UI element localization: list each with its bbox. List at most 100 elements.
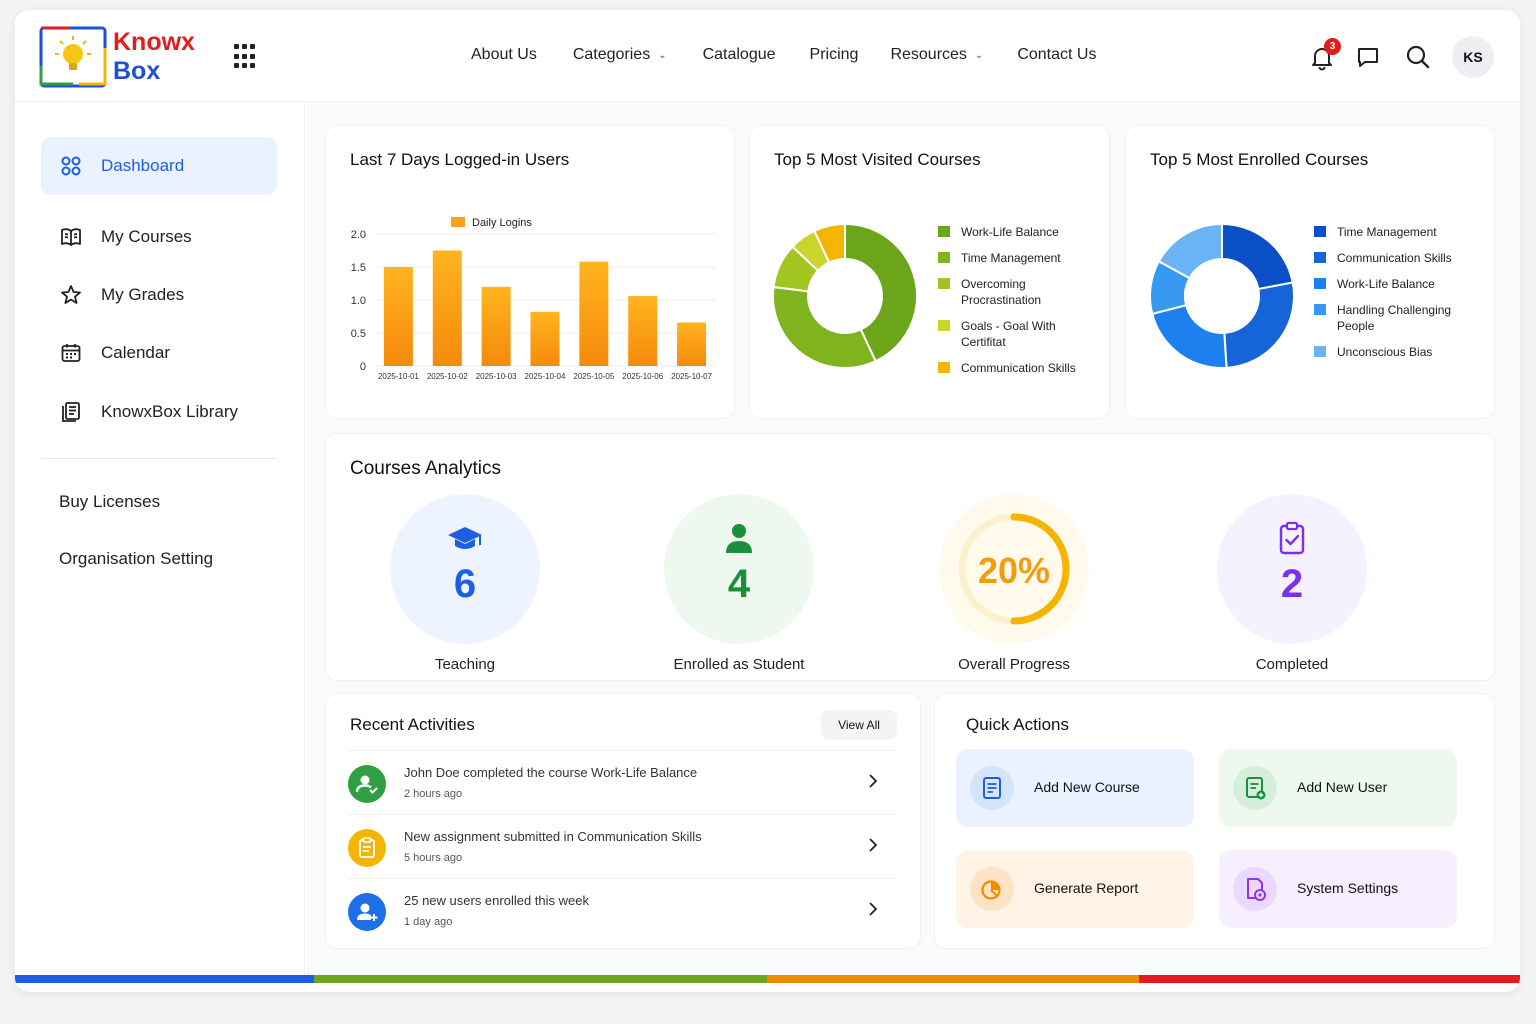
progress-value: 20%: [977, 550, 1051, 591]
sidebar-divider: [41, 458, 277, 459]
y-tick-label: 0: [360, 361, 366, 373]
view-all-button[interactable]: View All: [821, 710, 897, 740]
sidebar-link-buy-licenses[interactable]: Buy Licenses: [59, 492, 161, 511]
x-tick-label: 2025-10-02: [427, 372, 468, 381]
add-new-user-button[interactable]: Add New User: [1219, 749, 1457, 827]
legend-item[interactable]: Work-Life Balance: [1314, 276, 1484, 292]
nav-catalogue[interactable]: Catalogue: [702, 46, 776, 63]
legend-label: Time Management: [1337, 225, 1437, 239]
user-avatar[interactable]: KS: [1452, 36, 1494, 78]
activity-text: John Doe completed the course Work-Life …: [404, 765, 698, 780]
knowx-box-logo[interactable]: [39, 26, 107, 88]
donut-slice[interactable]: [1223, 281, 1295, 369]
activity-item[interactable]: John Doe completed the course Work-Life …: [348, 750, 896, 814]
sidebar-item-calendar[interactable]: Calendar: [41, 324, 277, 382]
donut-slice[interactable]: [1151, 303, 1228, 369]
sidebar-item-dashboard[interactable]: Dashboard: [41, 137, 277, 195]
bar[interactable]: [481, 286, 511, 366]
legend-item[interactable]: Handling Challenging People: [1314, 302, 1484, 334]
legend-item[interactable]: Time Management: [938, 250, 1103, 266]
bar[interactable]: [383, 267, 413, 366]
completed-stat: 2: [1217, 494, 1367, 644]
progress-stat: 20%: [939, 494, 1089, 644]
search-icon[interactable]: [1403, 42, 1433, 72]
sidebar-item-library[interactable]: KnowxBox Library: [41, 383, 277, 441]
activity-item[interactable]: 25 new users enrolled this week 1 day ag…: [348, 878, 896, 942]
sidebar-item-my-courses[interactable]: My Courses: [41, 208, 277, 266]
donut-slice[interactable]: [813, 222, 846, 264]
legend-label: Time Management: [961, 251, 1061, 265]
legend-swatch: [1314, 278, 1326, 289]
sidebar-item-my-grades[interactable]: My Grades: [41, 266, 277, 324]
activity-text: 25 new users enrolled this week: [404, 893, 589, 908]
bar[interactable]: [432, 250, 462, 367]
document-icon: [970, 766, 1014, 810]
generate-report-button[interactable]: Generate Report: [956, 850, 1194, 928]
apps-grid-icon[interactable]: [234, 44, 260, 70]
grid-icon: [61, 156, 81, 176]
legend-item[interactable]: Overcoming Procrastination: [938, 276, 1103, 308]
chevron-right-icon: [869, 774, 878, 788]
progress-arc: [1010, 513, 1070, 625]
donut-slice[interactable]: [1157, 222, 1223, 280]
legend-item[interactable]: Work-Life Balance: [938, 224, 1103, 240]
legend-item[interactable]: Communication Skills: [938, 360, 1103, 376]
system-settings-button[interactable]: System Settings: [1219, 850, 1457, 928]
graduation-cap-icon: [448, 527, 482, 549]
progress-ring: [958, 513, 1070, 625]
add-new-course-button[interactable]: Add New Course: [956, 749, 1194, 827]
library-icon: [62, 402, 80, 422]
donut-slice[interactable]: [844, 222, 918, 363]
teaching-stat: 6: [390, 494, 540, 644]
progress-label: Overall Progress: [958, 656, 1070, 673]
activity-time: 2 hours ago: [404, 788, 463, 800]
legend-label: Communication Skills: [961, 361, 1076, 375]
teaching-label: Teaching: [434, 656, 496, 673]
teaching-count: 6: [453, 562, 477, 606]
legend-swatch: [938, 278, 950, 289]
x-tick-label: 2025-10-07: [671, 372, 712, 381]
chevron-right-icon: [869, 902, 878, 916]
legend-swatch: [451, 217, 465, 227]
chevron-right-icon: [869, 838, 878, 852]
legend-swatch: [1314, 304, 1326, 315]
nav-categories[interactable]: Categories ⌄: [572, 46, 667, 63]
recent-activities-title: Recent Activities: [350, 715, 475, 734]
legend-swatch: [938, 362, 950, 373]
legend-item[interactable]: Goals - Goal With Certifitat: [938, 318, 1103, 350]
clipboard-icon: [348, 829, 386, 867]
bar[interactable]: [628, 296, 658, 366]
quick-action-label: System Settings: [1297, 880, 1399, 896]
sidebar-link-organisation-setting[interactable]: Organisation Setting: [59, 549, 214, 568]
app-frame: Knowx Box About Us Categories ⌄ Catalogue…: [15, 10, 1520, 992]
sidebar-item-label: My Courses: [101, 227, 192, 246]
sidebar-item-label: My Grades: [101, 285, 185, 304]
y-tick-label: 1.0: [351, 295, 366, 307]
nav-contact-us[interactable]: Contact Us: [1017, 46, 1097, 63]
chat-icon[interactable]: [1353, 42, 1383, 72]
nav-about-us[interactable]: About Us: [471, 46, 537, 63]
donut-slice[interactable]: [1221, 222, 1294, 291]
donut-slice[interactable]: [772, 285, 877, 369]
sidebar-item-label: Calendar: [101, 343, 170, 362]
legend-item[interactable]: Time Management: [1314, 224, 1484, 240]
x-tick-label: 2025-10-03: [476, 372, 517, 381]
nav-resources[interactable]: Resources ⌄: [890, 46, 984, 63]
user-check-icon: [348, 765, 386, 803]
x-tick-label: 2025-10-04: [525, 372, 566, 381]
activity-item[interactable]: New assignment submitted in Communicatio…: [348, 814, 896, 878]
chevron-down-icon: ⌄: [974, 49, 984, 61]
legend-swatch: [1314, 252, 1326, 263]
visited-courses-title: Top 5 Most Visited Courses: [774, 150, 981, 169]
activity-time: 5 hours ago: [404, 852, 463, 864]
bar[interactable]: [530, 311, 560, 366]
sidebar-item-label: KnowxBox Library: [101, 402, 239, 421]
nav-pricing[interactable]: Pricing: [809, 46, 859, 63]
report-icon: [970, 867, 1014, 911]
legend-item[interactable]: Communication Skills: [1314, 250, 1484, 266]
activity-time: 1 day ago: [404, 916, 453, 928]
enrolled-courses-title: Top 5 Most Enrolled Courses: [1150, 150, 1369, 169]
bar[interactable]: [579, 261, 609, 366]
bar[interactable]: [677, 322, 707, 366]
legend-item[interactable]: Unconscious Bias: [1314, 344, 1484, 360]
